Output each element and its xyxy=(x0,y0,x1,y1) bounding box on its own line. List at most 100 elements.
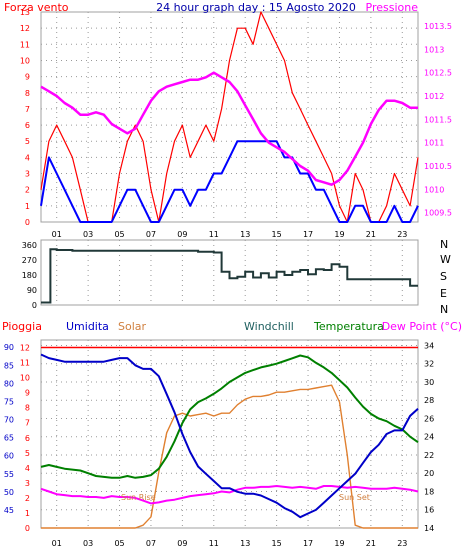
x-tick-label: 01 xyxy=(52,539,62,548)
y-tick-label-rain: 8 xyxy=(25,404,30,413)
y-tick-label-temperature: 14 xyxy=(424,524,434,533)
y-tick-label-wind: 7 xyxy=(25,105,30,114)
y-tick-label-humidity: 45 xyxy=(4,506,14,515)
legend-forza-vento: Forza vento xyxy=(4,1,69,14)
panel-frames xyxy=(40,11,419,529)
panel-humidity-frame xyxy=(40,339,419,529)
y-tick-label-rain: 3 xyxy=(25,479,30,488)
wind-gust-series xyxy=(40,140,419,223)
y-tick-label-direction: 90 xyxy=(27,286,37,295)
y-tick-label-temperature: 28 xyxy=(424,396,434,405)
y-tick-label-temperature: 22 xyxy=(424,451,434,460)
y-tick-label-rain: 4 xyxy=(25,464,30,473)
x-tick-label: 01 xyxy=(52,230,62,239)
x-tick-label: 07 xyxy=(146,230,156,239)
x-tick-label: 21 xyxy=(366,539,376,548)
compass-s: S xyxy=(440,270,447,283)
compass-n-top: N xyxy=(440,238,448,251)
y-tick-label-wind: 10 xyxy=(20,56,30,65)
y-tick-label-direction: 360 xyxy=(22,241,37,250)
x-tick-label: 15 xyxy=(272,230,282,239)
y-tick-label-wind: 8 xyxy=(25,89,30,98)
y-tick-label-wind: 11 xyxy=(20,40,30,49)
panel-wind-frame xyxy=(40,11,419,223)
x-tick-label: 03 xyxy=(83,539,93,548)
x-tick-label: 09 xyxy=(177,539,187,548)
legend-windchill: Windchill xyxy=(244,320,294,333)
y-tick-label-pressure: 1012.5 xyxy=(424,69,452,78)
y-tick-label-humidity: 60 xyxy=(4,452,14,461)
x-tick-label: 09 xyxy=(177,230,187,239)
y-tick-label-rain: 9 xyxy=(25,389,30,398)
y-tick-label-temperature: 26 xyxy=(424,414,434,423)
y-tick-label-humidity: 50 xyxy=(4,488,14,497)
y-tick-label-humidity: 75 xyxy=(4,397,14,406)
y-tick-label-humidity: 55 xyxy=(4,470,14,479)
legend-solar: Solar xyxy=(118,320,147,333)
y-tick-label-wind: 0 xyxy=(25,218,30,227)
y-tick-label-humidity: 65 xyxy=(4,434,14,443)
y-tick-label-temperature: 18 xyxy=(424,487,434,496)
grid-lines xyxy=(41,11,418,529)
y-tick-label-direction: 270 xyxy=(22,256,37,265)
y-tick-label-temperature: 30 xyxy=(424,378,434,387)
x-tick-label: 03 xyxy=(83,230,93,239)
y-tick-label-wind: 12 xyxy=(20,24,30,33)
x-tick-label: 13 xyxy=(240,539,250,548)
y-tick-label-wind: 6 xyxy=(25,121,30,130)
x-tick-label: 15 xyxy=(272,539,282,548)
y-tick-label-direction: 180 xyxy=(22,271,37,280)
solar-series xyxy=(41,384,418,529)
x-tick-label: 17 xyxy=(303,230,313,239)
y-tick-label-temperature: 34 xyxy=(424,341,434,350)
x-tick-label: 19 xyxy=(334,539,344,548)
x-tick-label: 17 xyxy=(303,539,313,548)
x-tick-label: 23 xyxy=(397,230,407,239)
x-tick-label: 11 xyxy=(209,539,219,548)
y-tick-label-pressure: 1010.5 xyxy=(424,162,452,171)
y-tick-label-direction: 0 xyxy=(32,301,37,310)
legend-pressione: Pressione xyxy=(366,1,419,14)
humidity-series xyxy=(40,353,419,519)
legend-umidita: Umidita xyxy=(66,320,109,333)
y-tick-label-rain: 10 xyxy=(20,374,30,383)
y-tick-label-rain: 7 xyxy=(25,419,30,428)
y-tick-label-wind: 4 xyxy=(25,153,30,162)
legend-temperatura: Temperatura xyxy=(313,320,384,333)
legend-dew-point: Dew Point (°C) xyxy=(382,320,462,333)
y-tick-label-humidity: 85 xyxy=(4,361,14,370)
x-tick-label: 23 xyxy=(397,539,407,548)
y-tick-label-rain: 12 xyxy=(20,344,30,353)
y-tick-label-rain: 5 xyxy=(25,449,30,458)
y-tick-label-rain: 1 xyxy=(25,509,30,518)
y-tick-label-pressure: 1011.5 xyxy=(424,115,452,124)
annotation-sun-set: Sun Set xyxy=(339,493,370,502)
y-tick-label-temperature: 24 xyxy=(424,433,434,442)
x-tick-label: 19 xyxy=(334,230,344,239)
wind-direction-series xyxy=(41,248,418,304)
y-tick-label-rain: 11 xyxy=(20,359,30,368)
y-tick-label-rain: 0 xyxy=(25,524,30,533)
x-tick-label: 07 xyxy=(146,539,156,548)
y-tick-label-pressure: 1010 xyxy=(424,185,444,194)
y-tick-label-pressure: 1011 xyxy=(424,139,444,148)
x-tick-label: 11 xyxy=(209,230,219,239)
tick-labels: 0101030305050707090911111313151517171919… xyxy=(4,8,452,548)
y-tick-label-wind: 1 xyxy=(25,202,30,211)
x-tick-label: 05 xyxy=(114,539,124,548)
dew-point-series xyxy=(40,485,419,505)
y-tick-label-pressure: 1013 xyxy=(424,45,444,54)
compass-w: W xyxy=(440,253,451,266)
chart-title: 24 hour graph day : 15 Agosto 2020 xyxy=(156,1,356,14)
y-tick-label-humidity: 90 xyxy=(4,343,14,352)
y-tick-label-pressure: 1012 xyxy=(424,92,444,101)
panel-direction-frame xyxy=(40,239,419,306)
pressure-series xyxy=(40,71,418,186)
x-tick-label: 05 xyxy=(114,230,124,239)
y-tick-label-temperature: 16 xyxy=(424,506,434,515)
y-tick-label-wind: 5 xyxy=(25,137,30,146)
y-tick-label-wind: 2 xyxy=(25,186,30,195)
y-tick-label-wind: 3 xyxy=(25,170,30,179)
y-tick-label-temperature: 20 xyxy=(424,469,434,478)
